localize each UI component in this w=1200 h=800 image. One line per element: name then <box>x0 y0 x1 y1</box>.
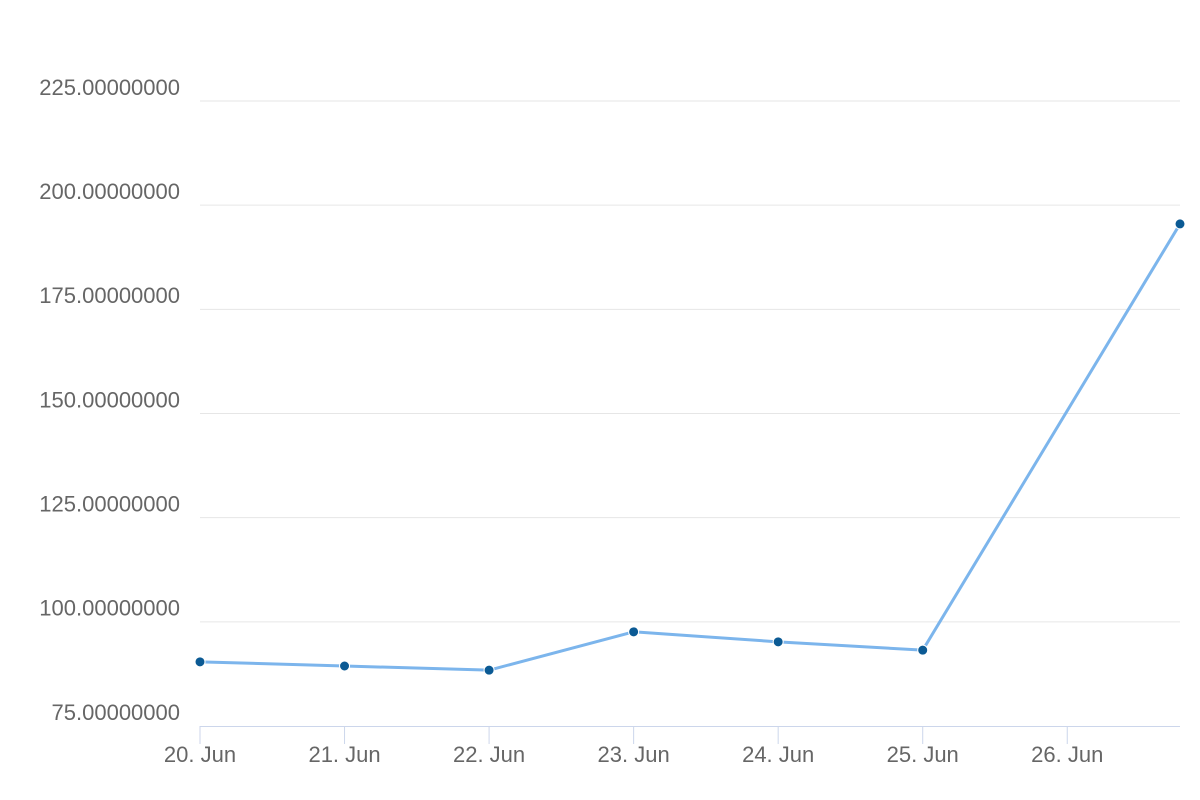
x-tick-label: 22. Jun <box>453 742 525 767</box>
x-tick-label: 21. Jun <box>308 742 380 767</box>
y-tick-label: 200.00000000 <box>39 179 180 204</box>
y-tick-label: 75.00000000 <box>52 700 180 725</box>
data-point <box>483 664 495 676</box>
y-tick-label: 100.00000000 <box>39 596 180 621</box>
data-point <box>628 626 640 638</box>
y-tick-label: 175.00000000 <box>39 283 180 308</box>
x-tick-label: 20. Jun <box>164 742 236 767</box>
data-line <box>199 223 1182 672</box>
x-tick-label: 23. Jun <box>598 742 670 767</box>
data-point <box>339 660 351 672</box>
y-tick-label: 225.00000000 <box>39 75 180 100</box>
x-tick-label: 24. Jun <box>742 742 814 767</box>
data-point <box>772 636 784 648</box>
y-tick-label: 150.00000000 <box>39 387 180 412</box>
y-tick-label: 125.00000000 <box>39 491 180 516</box>
data-point <box>1174 218 1186 230</box>
data-point <box>917 644 929 656</box>
x-tick-label: 25. Jun <box>887 742 959 767</box>
x-tick-label: 26. Jun <box>1031 742 1103 767</box>
data-point <box>194 656 206 668</box>
